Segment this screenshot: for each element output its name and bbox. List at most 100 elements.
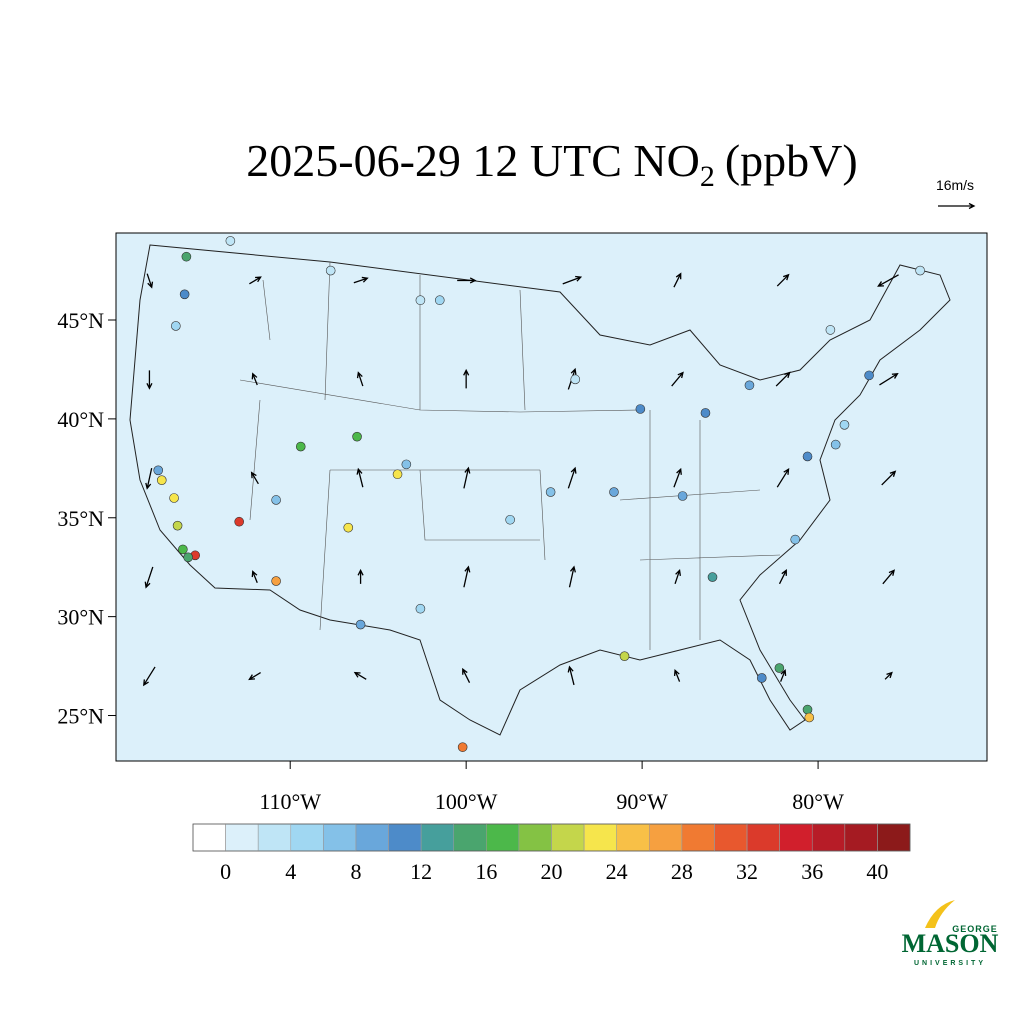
wind-arrow <box>457 277 477 284</box>
station <box>609 487 619 497</box>
y-tick-label: 25°N <box>57 704 104 729</box>
title-subscript: 2 <box>700 160 715 193</box>
wind-reference-label: 16m/s <box>936 177 974 193</box>
station <box>505 514 515 525</box>
colorbar-box <box>681 823 715 852</box>
state-lines <box>239 261 781 650</box>
station <box>343 522 354 533</box>
colorbar-box <box>616 823 650 852</box>
colorbar-tick-label: 4 <box>285 859 296 884</box>
station <box>790 534 801 545</box>
wind-arrow <box>881 470 897 486</box>
wind-arrow <box>673 272 682 288</box>
station <box>545 487 556 497</box>
station <box>825 325 836 335</box>
wind-arrow <box>356 371 364 387</box>
station <box>700 408 711 418</box>
colorbar-box <box>486 823 520 852</box>
logo: GEORGE MASON UNIVERSITY <box>902 900 999 967</box>
x-tick-label: 90°W <box>616 789 668 814</box>
colorbar-box <box>257 823 292 852</box>
colorbar-box <box>714 823 748 852</box>
x-tick-label: 80°W <box>792 789 844 814</box>
station <box>392 469 403 480</box>
station <box>677 491 688 501</box>
y-tick-label: 45°N <box>57 308 104 333</box>
colorbar-box <box>420 823 454 852</box>
wind-arrow <box>671 371 684 387</box>
colorbar-box <box>779 823 813 852</box>
colorbar-box <box>453 823 487 852</box>
y-tick-label: 40°N <box>57 407 104 432</box>
title: 2025-06-29 12 UTC NO2 (ppbV) <box>246 135 857 193</box>
station <box>774 663 785 673</box>
wind-arrow <box>353 671 367 680</box>
colorbar-box <box>649 823 683 852</box>
station <box>830 439 841 450</box>
colorbar-box <box>811 823 846 852</box>
colorbar-box <box>518 823 552 852</box>
station <box>415 603 426 614</box>
colorbar-tick-label: 16 <box>475 859 497 884</box>
station <box>570 374 581 385</box>
colorbar-box <box>192 823 226 852</box>
wind-arrow <box>145 467 153 490</box>
map-background <box>116 233 987 761</box>
wind-arrow <box>780 668 787 682</box>
wind-arrow <box>567 466 577 489</box>
station <box>225 236 236 246</box>
logo-top: GEORGE <box>952 924 998 934</box>
station <box>744 380 755 391</box>
wind-arrow <box>879 372 899 386</box>
colorbar-tick-label: 28 <box>671 859 693 884</box>
wind-field <box>143 272 899 687</box>
wind-arrow <box>778 569 787 585</box>
colorbar-box <box>388 823 422 852</box>
station <box>153 465 164 476</box>
station <box>355 619 366 630</box>
wind-arrow <box>938 202 976 210</box>
colorbar-tick-label: 12 <box>410 859 432 884</box>
wind-arrow <box>673 668 681 682</box>
title-suffix: (ppbV) <box>725 135 858 186</box>
colorbar-tick-label: 32 <box>736 859 758 884</box>
logo-swoosh <box>925 900 955 928</box>
title-main: 2025-06-29 12 UTC NO <box>246 135 700 186</box>
wind-arrow <box>143 666 156 687</box>
axes: 45°N 40°N 35°N 30°N 25°N 110°W 100°W 90°W 80°W <box>57 308 844 814</box>
stations <box>153 236 925 752</box>
station <box>635 404 646 414</box>
station <box>619 651 630 661</box>
wind-arrow <box>776 273 790 287</box>
station <box>802 704 813 715</box>
colorbar: 0 4 8 12 16 20 24 28 32 36 40 <box>192 823 911 884</box>
wind-arrow <box>776 467 790 488</box>
colorbar-box <box>290 823 324 852</box>
wind-arrow <box>463 565 471 588</box>
wind-arrow <box>884 671 893 680</box>
station <box>756 673 767 683</box>
wind-arrow <box>144 566 154 589</box>
wind-arrow <box>357 568 364 584</box>
wind-arrow <box>353 276 369 284</box>
station <box>457 742 468 752</box>
wind-arrow <box>775 371 791 387</box>
wind-arrow <box>146 370 153 390</box>
station <box>156 475 167 485</box>
map-layer <box>129 244 951 736</box>
colorbar-tick-label: 20 <box>541 859 563 884</box>
colorbar-tick-label: 40 <box>866 859 888 884</box>
wind-arrow <box>673 467 682 488</box>
wind-arrow <box>249 276 262 285</box>
wind-arrow <box>568 565 576 588</box>
station <box>234 516 244 527</box>
wind-arrow <box>250 471 259 485</box>
station <box>172 520 183 531</box>
station <box>434 295 445 306</box>
x-tick-label: 110°W <box>259 789 321 814</box>
colorbar-box <box>355 823 389 852</box>
colorbar-box <box>746 823 780 852</box>
colorbar-box <box>323 823 357 852</box>
colorbar-box <box>583 823 617 852</box>
